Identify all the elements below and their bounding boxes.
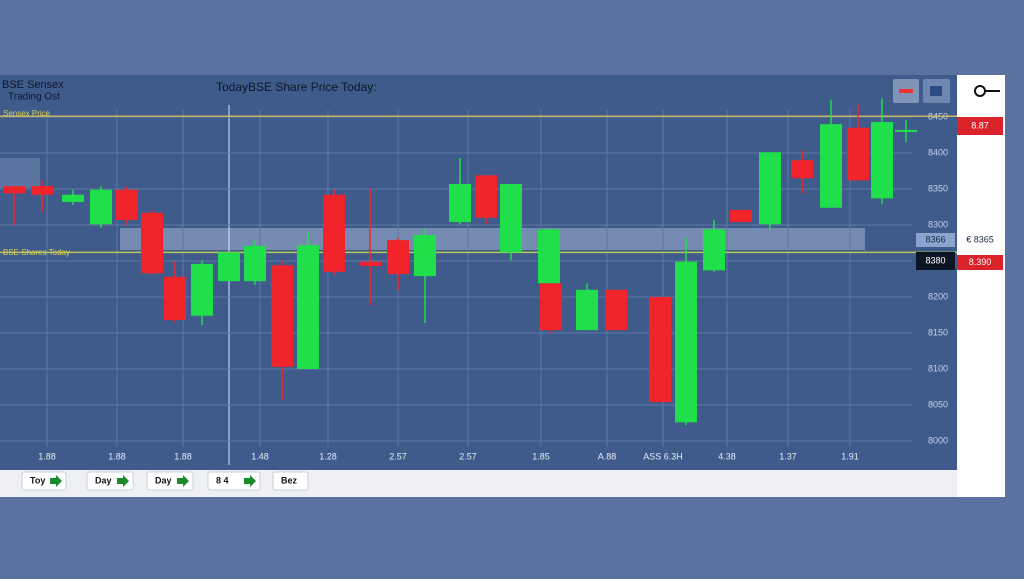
side-panel xyxy=(957,75,1005,497)
price-tag-label: 8.87 xyxy=(971,120,989,130)
button-face xyxy=(86,471,134,491)
button-face xyxy=(272,471,309,491)
haze xyxy=(0,158,40,188)
candle-body xyxy=(847,127,869,181)
y-tick-label: 8350 xyxy=(928,183,948,193)
price-tag xyxy=(916,233,955,247)
candle-body xyxy=(164,276,186,321)
candle-body xyxy=(62,194,84,202)
reference-label: BSE Shares Today xyxy=(3,248,70,257)
icon xyxy=(930,86,942,96)
toolbar-button[interactable]: Day xyxy=(86,471,134,491)
button-label: Day xyxy=(155,475,172,485)
toolbar-button[interactable]: Day xyxy=(146,471,194,491)
candle-body xyxy=(218,252,240,282)
button-arrow xyxy=(244,475,256,487)
candle-body xyxy=(116,189,138,220)
candle-body xyxy=(538,229,560,284)
x-tick-label: 1.88 xyxy=(38,451,56,461)
y-tick-label: 8100 xyxy=(928,363,948,373)
chart-title: TodayBSE Share Price Today: xyxy=(216,80,377,94)
x-tick-label: 4.38 xyxy=(718,451,736,461)
button-arrow xyxy=(50,475,62,487)
candle-body xyxy=(820,124,842,208)
candle-body xyxy=(475,175,497,218)
candle-body xyxy=(500,183,522,253)
y-tick-label: 8150 xyxy=(928,327,948,337)
x-tick-label: A.88 xyxy=(598,451,617,461)
icon xyxy=(899,89,913,93)
y-tick-label: 8400 xyxy=(928,147,948,157)
candle-body xyxy=(730,209,752,223)
x-tick-label: 1.91 xyxy=(841,451,859,461)
x-tick-label: 2.57 xyxy=(459,451,477,461)
candle-body xyxy=(359,261,381,267)
price-tag-label: 8366 xyxy=(925,234,945,244)
price-tag xyxy=(916,252,955,270)
price-tag xyxy=(957,255,1003,270)
x-tick-label: 1.88 xyxy=(108,451,126,461)
price-tag xyxy=(957,117,1003,135)
candle-body xyxy=(271,265,293,367)
y-tick-label: 8050 xyxy=(928,399,948,409)
candle-body xyxy=(895,129,917,132)
candle-body xyxy=(90,189,112,225)
candle-body xyxy=(387,240,409,274)
candle-body xyxy=(244,245,266,282)
candle-body xyxy=(871,122,893,199)
candle-body xyxy=(323,194,345,272)
candle-body xyxy=(576,289,598,331)
x-tick-label: 1.88 xyxy=(174,451,192,461)
candle-body xyxy=(414,235,436,277)
haze-band xyxy=(120,228,865,250)
candle-body xyxy=(191,263,213,316)
brand-line: Trading Ost xyxy=(8,92,60,103)
candle-body xyxy=(675,261,697,423)
x-tick-label: 1.37 xyxy=(779,451,797,461)
button-arrow xyxy=(177,475,189,487)
candle-body xyxy=(449,183,471,223)
candle-body xyxy=(141,212,163,274)
button-face xyxy=(207,471,261,491)
button-face xyxy=(146,471,194,491)
price-tag xyxy=(957,233,1003,247)
brand-line: BSE Sensex xyxy=(2,79,64,91)
y-tick-label: 8300 xyxy=(928,219,948,229)
x-tick-label: ASS 6.3H xyxy=(643,451,683,461)
button-face xyxy=(21,471,67,491)
price-tag-label: 8.390 xyxy=(969,257,992,267)
price-tag-label: 8380 xyxy=(925,255,945,265)
candle-body xyxy=(703,229,725,271)
x-tick-label: 1.28 xyxy=(319,451,337,461)
button-arrow xyxy=(117,475,129,487)
reference-label: Sensex Price xyxy=(3,109,51,118)
candle-body xyxy=(540,283,562,331)
candle-body xyxy=(31,186,53,195)
candle-body xyxy=(649,297,671,403)
price-tag-label: € 8365 xyxy=(966,234,994,244)
button-label: Day xyxy=(95,475,112,485)
candle-body xyxy=(297,245,319,369)
candle-body xyxy=(759,152,781,225)
y-tick-label: 8000 xyxy=(928,435,948,445)
button-label: Toy xyxy=(30,475,45,485)
x-tick-label: 1.48 xyxy=(251,451,269,461)
toolbar-button[interactable]: 8 4 xyxy=(207,471,261,491)
x-tick-label: 1.85 xyxy=(532,451,550,461)
button-label: 8 4 xyxy=(216,475,229,485)
y-tick-label: 8200 xyxy=(928,291,948,301)
candle-body xyxy=(791,160,813,179)
toolbar-button[interactable]: Toy xyxy=(21,471,67,491)
x-tick-label: 2.57 xyxy=(389,451,407,461)
candle-body xyxy=(605,289,627,331)
toolbar-button[interactable]: Bez xyxy=(272,471,309,491)
button-label: Bez xyxy=(281,475,298,485)
candle-body xyxy=(3,186,25,194)
